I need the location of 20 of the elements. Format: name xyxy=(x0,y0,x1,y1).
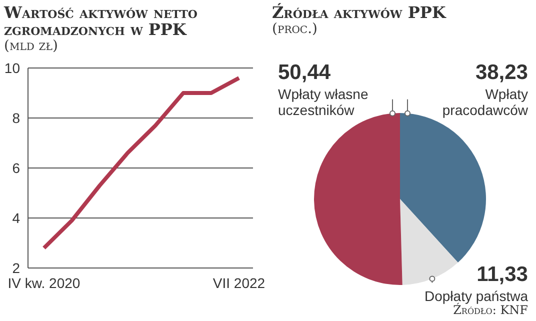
slice-label: Wpłaty własne uczestników xyxy=(278,86,368,118)
data-label: 11,33 xyxy=(476,263,528,286)
chart-subtitle: (mld zł) xyxy=(4,38,59,54)
chart-title: Źródła aktywów PPK xyxy=(272,3,448,22)
slice-label: Dopłaty państwa xyxy=(424,288,528,304)
data-label: 50,44 xyxy=(278,61,331,84)
slice-label: Wpłaty pracodawców xyxy=(442,86,529,118)
y-tick-label: 8 xyxy=(12,110,20,126)
y-tick-label: 10 xyxy=(4,60,20,76)
x-tick-label: VII 2022 xyxy=(212,275,266,291)
chart-subtitle: (proc.) xyxy=(272,21,318,37)
chart-title: Wartość aktywów netto zgromadzonych w PPK xyxy=(4,3,198,39)
x-tick-label: IV kw. 2020 xyxy=(8,275,80,291)
text: Źródło: KNF xyxy=(453,303,528,317)
y-tick-label: 6 xyxy=(12,160,20,176)
y-tick-label: 2 xyxy=(12,260,20,276)
line-series xyxy=(42,76,241,250)
data-label: 38,23 xyxy=(475,61,528,84)
y-tick-label: 4 xyxy=(12,210,20,226)
pie-slice xyxy=(400,199,458,285)
